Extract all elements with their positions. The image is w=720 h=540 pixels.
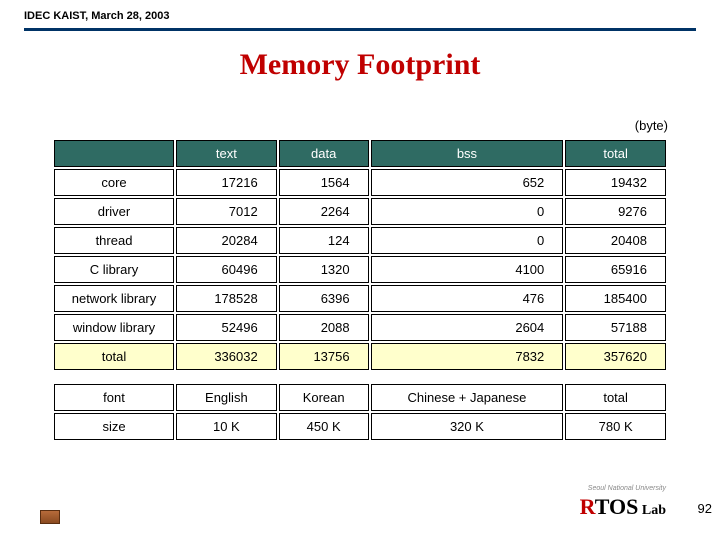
cell: 60496	[176, 256, 277, 283]
cell: 19432	[565, 169, 666, 196]
cell: 7012	[176, 198, 277, 225]
cell: 20284	[176, 227, 277, 254]
cell: English	[176, 384, 277, 411]
col-text: text	[176, 140, 277, 167]
cell: 7832	[371, 343, 564, 370]
cell: 9276	[565, 198, 666, 225]
cell: Chinese + Japanese	[371, 384, 564, 411]
table-row: window library 52496 2088 2604 57188	[54, 314, 666, 341]
cell: 178528	[176, 285, 277, 312]
font-row: font English Korean Chinese + Japanese t…	[54, 384, 666, 411]
accent-icon	[40, 510, 60, 524]
table-total-row: total 336032 13756 7832 357620	[54, 343, 666, 370]
memory-table-wrap: text data bss total core 17216 1564 652 …	[52, 138, 668, 442]
cell: 450 K	[279, 413, 369, 440]
col-total: total	[565, 140, 666, 167]
cell: 6396	[279, 285, 369, 312]
row-label: driver	[54, 198, 174, 225]
cell: 357620	[565, 343, 666, 370]
table-row: core 17216 1564 652 19432	[54, 169, 666, 196]
size-row: size 10 K 450 K 320 K 780 K	[54, 413, 666, 440]
cell: 336032	[176, 343, 277, 370]
unit-label: (byte)	[635, 118, 668, 133]
table-row: driver 7012 2264 0 9276	[54, 198, 666, 225]
cell: 17216	[176, 169, 277, 196]
cell: 13756	[279, 343, 369, 370]
row-label: size	[54, 413, 174, 440]
cell: 10 K	[176, 413, 277, 440]
row-label: thread	[54, 227, 174, 254]
header-rule	[24, 28, 696, 31]
header-blank	[54, 140, 174, 167]
cell: Korean	[279, 384, 369, 411]
cell: 57188	[565, 314, 666, 341]
row-label: C library	[54, 256, 174, 283]
cell: 0	[371, 227, 564, 254]
cell: 2264	[279, 198, 369, 225]
page-title: Memory Footprint	[0, 48, 720, 82]
cell: 52496	[176, 314, 277, 341]
memory-table: text data bss total core 17216 1564 652 …	[52, 138, 668, 442]
cell: total	[565, 384, 666, 411]
row-label: window library	[54, 314, 174, 341]
cell: 1564	[279, 169, 369, 196]
cell: 2088	[279, 314, 369, 341]
cell: 0	[371, 198, 564, 225]
logo-tos: TOS	[595, 494, 639, 519]
table-row: C library 60496 1320 4100 65916	[54, 256, 666, 283]
cell: 2604	[371, 314, 564, 341]
table-row: network library 178528 6396 476 185400	[54, 285, 666, 312]
footer-logo: Seoul National University RTOS Lab	[580, 485, 666, 520]
breadcrumb: IDEC KAIST, March 28, 2003	[24, 10, 170, 22]
cell: 185400	[565, 285, 666, 312]
university-label: Seoul National University	[580, 485, 666, 492]
rtos-logo: RTOS Lab	[580, 494, 666, 520]
logo-lab: Lab	[638, 503, 666, 518]
row-label: font	[54, 384, 174, 411]
cell: 320 K	[371, 413, 564, 440]
row-label: core	[54, 169, 174, 196]
cell: 65916	[565, 256, 666, 283]
row-label: network library	[54, 285, 174, 312]
row-label: total	[54, 343, 174, 370]
cell: 652	[371, 169, 564, 196]
cell: 124	[279, 227, 369, 254]
cell: 780 K	[565, 413, 666, 440]
table-gap	[54, 372, 666, 382]
table-header-row: text data bss total	[54, 140, 666, 167]
cell: 1320	[279, 256, 369, 283]
cell: 4100	[371, 256, 564, 283]
cell: 20408	[565, 227, 666, 254]
table-row: thread 20284 124 0 20408	[54, 227, 666, 254]
cell: 476	[371, 285, 564, 312]
page-number: 92	[698, 501, 712, 516]
col-bss: bss	[371, 140, 564, 167]
logo-r-icon: R	[580, 494, 595, 519]
col-data: data	[279, 140, 369, 167]
